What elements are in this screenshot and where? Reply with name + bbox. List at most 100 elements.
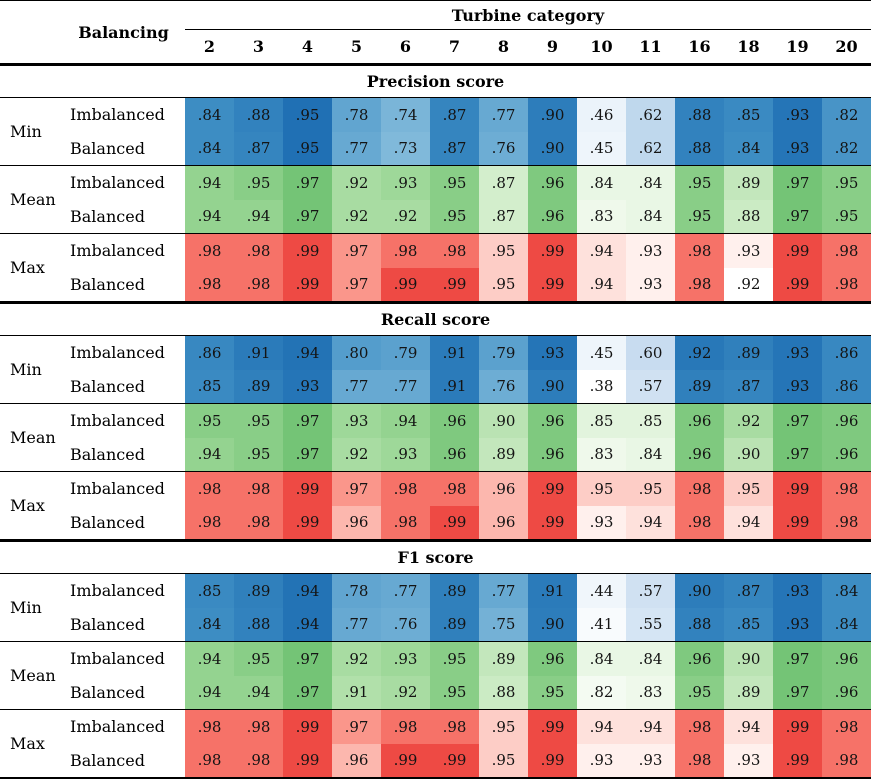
- heatmap-cell: .73: [381, 131, 430, 165]
- heatmap-cell: .94: [381, 404, 430, 438]
- stat-label: Max: [10, 258, 45, 277]
- heatmap-cell: .82: [822, 98, 871, 132]
- column-header-4: 4: [301, 37, 314, 56]
- heatmap-cell: .83: [577, 199, 626, 233]
- heatmap-cell: .84: [185, 131, 234, 165]
- column-header-9: 9: [546, 37, 559, 56]
- heatmap-cell: .89: [479, 437, 528, 471]
- heatmap-cell: .95: [479, 267, 528, 301]
- heatmap-cell: .96: [332, 743, 381, 777]
- heatmap-cell: .75: [479, 607, 528, 641]
- heatmap-cell: .96: [822, 642, 871, 676]
- stat-label: Max: [10, 496, 45, 515]
- heatmap-cell: .83: [626, 675, 675, 709]
- heatmap-cell: .93: [283, 369, 332, 403]
- heatmap-cell: .98: [822, 267, 871, 301]
- heatmap-cell: .92: [332, 166, 381, 200]
- stat-label: Min: [10, 122, 42, 141]
- heatmap-cell: .96: [675, 642, 724, 676]
- heatmap-cell: .41: [577, 607, 626, 641]
- heatmap-cell: .97: [283, 166, 332, 200]
- heatmap-cell: .94: [185, 642, 234, 676]
- heatmap-cell: .97: [283, 437, 332, 471]
- heatmap-cell: .88: [479, 675, 528, 709]
- heatmap-cell: .83: [577, 437, 626, 471]
- heatmap-cell: .92: [332, 199, 381, 233]
- heatmap-cell: .94: [577, 234, 626, 268]
- column-header-5: 5: [350, 37, 363, 56]
- heatmap-cell: .94: [283, 574, 332, 608]
- heatmap-cell: .99: [773, 267, 822, 301]
- heatmap-cell: .96: [822, 675, 871, 709]
- heatmap-cell: .93: [577, 743, 626, 777]
- heatmap-cell: .96: [528, 642, 577, 676]
- heatmap-cell: .74: [381, 98, 430, 132]
- heatmap-cell: .80: [332, 336, 381, 370]
- heatmap-cell: .99: [381, 743, 430, 777]
- heatmap-cell: .93: [381, 166, 430, 200]
- heatmap-cell: .99: [283, 234, 332, 268]
- heatmap-cell: .93: [577, 505, 626, 539]
- heatmap-cell: .93: [773, 131, 822, 165]
- heatmap-cell: .96: [479, 505, 528, 539]
- heatmap-cell: .95: [479, 234, 528, 268]
- balancing-label: Imbalanced: [70, 649, 165, 669]
- heatmap-cell: .76: [479, 369, 528, 403]
- heatmap-cell: .85: [577, 404, 626, 438]
- balancing-label: Balanced: [70, 274, 145, 294]
- heatmap-cell: .84: [822, 574, 871, 608]
- heatmap-cell: .99: [773, 234, 822, 268]
- heatmap-cell: .95: [234, 404, 283, 438]
- section-title: F1 score: [0, 542, 871, 574]
- heatmap-cell: .95: [479, 743, 528, 777]
- heatmap-cell: .95: [675, 166, 724, 200]
- heatmap-cell: .93: [381, 437, 430, 471]
- heatmap-cell: .93: [528, 336, 577, 370]
- turbine-category-header-block: Turbine category 2 3 4 5 6 7 8 9 10 11 16 18 19 20: [185, 1, 871, 63]
- heatmap-cell: .98: [675, 472, 724, 506]
- column-header-8: 8: [497, 37, 510, 56]
- turbine-category-header: Turbine category: [185, 1, 871, 30]
- heatmap-cell: .90: [528, 131, 577, 165]
- heatmap-cell: .87: [430, 131, 479, 165]
- stat-label: Min: [10, 360, 42, 379]
- heatmap-cell: .90: [675, 574, 724, 608]
- heatmap-cell: .91: [430, 336, 479, 370]
- heatmap-cell: .93: [773, 98, 822, 132]
- heatmap-cell: .86: [185, 336, 234, 370]
- column-header-6: 6: [399, 37, 412, 56]
- heatmap-cell: .95: [430, 166, 479, 200]
- heatmap-cell: .57: [626, 574, 675, 608]
- heatmap-cell: .45: [577, 131, 626, 165]
- heatmap-cell: .92: [724, 404, 773, 438]
- heatmap-cell: .97: [283, 199, 332, 233]
- heatmap-cell: .93: [724, 234, 773, 268]
- heatmap-cell: .96: [479, 472, 528, 506]
- heatmap-cell: .84: [724, 131, 773, 165]
- heatmap-cell: .85: [185, 574, 234, 608]
- heatmap-cell: .90: [528, 369, 577, 403]
- heatmap-cell: .95: [430, 642, 479, 676]
- heatmap-cell: .90: [479, 404, 528, 438]
- balancing-label: Imbalanced: [70, 173, 165, 193]
- heatmap-cell: .93: [626, 267, 675, 301]
- heatmap-cell: .79: [381, 336, 430, 370]
- heatmap-cell: .46: [577, 98, 626, 132]
- heatmap-cell: .98: [234, 505, 283, 539]
- heatmap-cell: .90: [724, 642, 773, 676]
- heatmap-cell: .84: [185, 98, 234, 132]
- heatmap-cell: .99: [528, 710, 577, 744]
- heatmap-cell: .87: [724, 574, 773, 608]
- balancing-label: Imbalanced: [70, 717, 165, 737]
- stat-group-max: Max Imbalanced .98.98.99.97.98.98.96.99.95…: [0, 472, 871, 539]
- heatmap-cell: .98: [675, 743, 724, 777]
- heatmap-cell: .98: [185, 710, 234, 744]
- heatmap-cell: .85: [724, 607, 773, 641]
- heatmap-cell: .95: [577, 472, 626, 506]
- heatmap-cell: .78: [332, 98, 381, 132]
- heatmap-cell: .94: [577, 267, 626, 301]
- heatmap-cell: .85: [724, 98, 773, 132]
- heatmap-cell: .94: [724, 505, 773, 539]
- column-header-10: 10: [590, 37, 613, 56]
